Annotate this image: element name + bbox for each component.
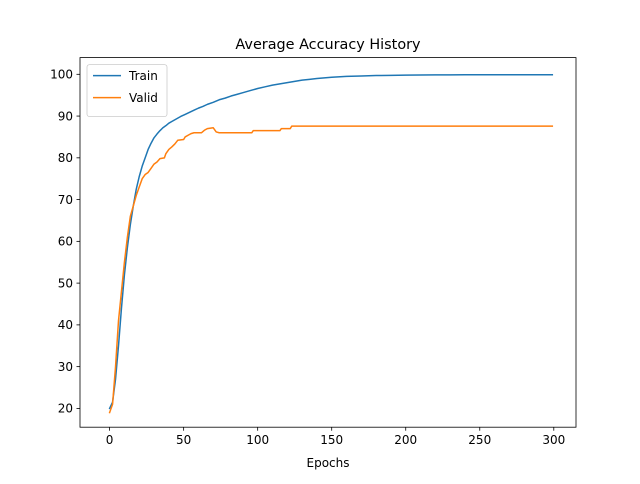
legend-label: Valid <box>129 91 158 105</box>
y-tick-label: 90 <box>58 109 73 123</box>
x-axis-label: Epochs <box>307 456 350 470</box>
x-tick-label: 150 <box>320 433 343 447</box>
chart-title: Average Accuracy History <box>235 37 421 53</box>
plot-area-border <box>79 57 577 428</box>
y-axis-ticks: 20 30 40 50 60 70 80 90 100 <box>50 68 80 416</box>
y-tick-label: 30 <box>58 360 73 374</box>
x-tick-label: 0 <box>106 433 114 447</box>
y-tick-label: 20 <box>58 402 73 416</box>
x-tick-label: 50 <box>176 433 191 447</box>
x-axis-ticks: 0 50 100 150 200 250 300 <box>106 427 565 447</box>
axes-frame <box>79 57 577 428</box>
x-tick-label: 100 <box>246 433 269 447</box>
x-tick-label: 200 <box>394 433 417 447</box>
legend-box <box>86 64 168 117</box>
series-line-1 <box>108 125 554 414</box>
x-tick-label: 250 <box>468 433 491 447</box>
legend: Train Valid <box>86 64 168 117</box>
y-tick-label: 100 <box>50 68 73 82</box>
x-tick-label: 300 <box>542 433 565 447</box>
y-tick-label: 40 <box>58 318 73 332</box>
y-tick-label: 60 <box>58 235 73 249</box>
y-tick-label: 50 <box>58 276 73 290</box>
plot-lines <box>108 73 554 414</box>
legend-label: Train <box>128 69 158 83</box>
y-tick-label: 80 <box>58 151 73 165</box>
series-line-0 <box>108 73 554 410</box>
y-tick-label: 70 <box>58 193 73 207</box>
